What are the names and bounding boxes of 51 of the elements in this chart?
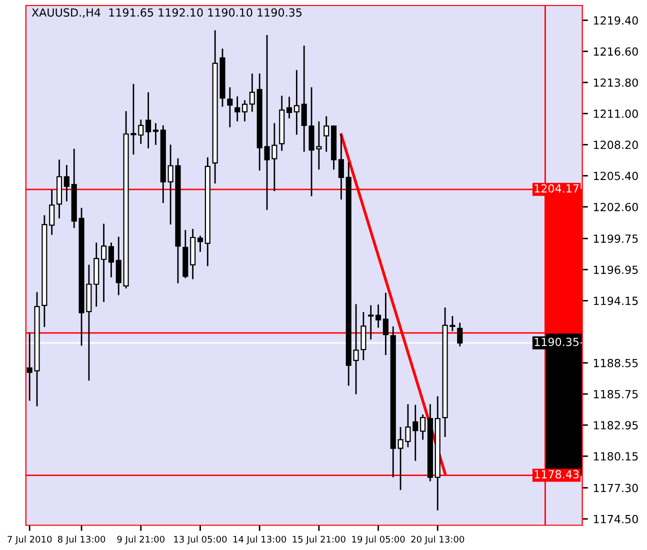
candlestick [49,190,55,235]
x-tick-label: 20 Jul 13:00 [411,536,464,544]
candlestick [376,304,382,328]
candlestick [234,96,240,122]
x-tick-label: 19 Jul 05:00 [352,536,405,544]
x-tick-label: 7 Jul 2010 [8,536,52,544]
y-tick-label: 1185.75 [594,390,638,398]
y-tick-label: 1213.80 [594,78,638,87]
candlestick [101,224,107,302]
candlestick [412,404,418,461]
y-tick-label: 1205.40 [594,172,638,180]
x-tick-label: 9 Jul 21:00 [117,536,164,544]
candlestick [116,236,122,296]
candlestick [152,123,158,145]
candlestick [64,165,70,202]
y-tick-label: 1208.20 [594,140,638,150]
candlestick [227,87,233,128]
x-tick-label: 15 Jul 21:00 [292,536,346,544]
ref-line-label: 1204.17 [534,184,579,193]
x-tick-label: 8 Jul 13:00 [58,536,106,544]
candlestick [108,242,114,278]
candlestick [420,414,426,440]
candlestick [242,100,248,122]
y-tick-label: 1216.60 [594,47,638,56]
y-tick-label: 1194.15 [594,296,638,306]
ref-line-label: 1178.43 [534,470,579,478]
y-tick-label: 1180.15 [594,452,638,461]
candlestick [249,74,255,112]
candlestick [286,96,292,118]
y-tick-label: 1177.30 [594,484,638,492]
y-tick-label: 1196.95 [594,266,638,274]
candlestick [338,134,344,200]
y-tick-label: 1174.50 [594,514,638,524]
y-tick-label: 1188.55 [594,358,638,368]
ref-line-label: 1190.35 [534,338,579,346]
x-tick-label: 14 Jul 13:00 [234,536,286,544]
y-tick-label: 1219.40 [594,16,638,25]
y-tick-label: 1211.00 [594,110,638,118]
candlestick [146,92,152,148]
candlestick [197,236,204,252]
y-tick-label: 1182.95 [594,421,638,430]
candlestick [324,116,330,152]
x-tick-label: 13 Jul 05:00 [174,536,227,544]
candlestick [457,322,463,346]
candlestick [368,305,374,340]
candlestick [138,120,144,144]
candlestick [294,70,300,135]
candlestick [382,292,388,356]
chart-title: XAUUSD.,H4 1191.65 1192.10 1190.10 1190.35 [32,8,302,18]
y-tick-label: 1199.75 [594,234,638,243]
y-tick-label: 1202.60 [594,202,638,212]
